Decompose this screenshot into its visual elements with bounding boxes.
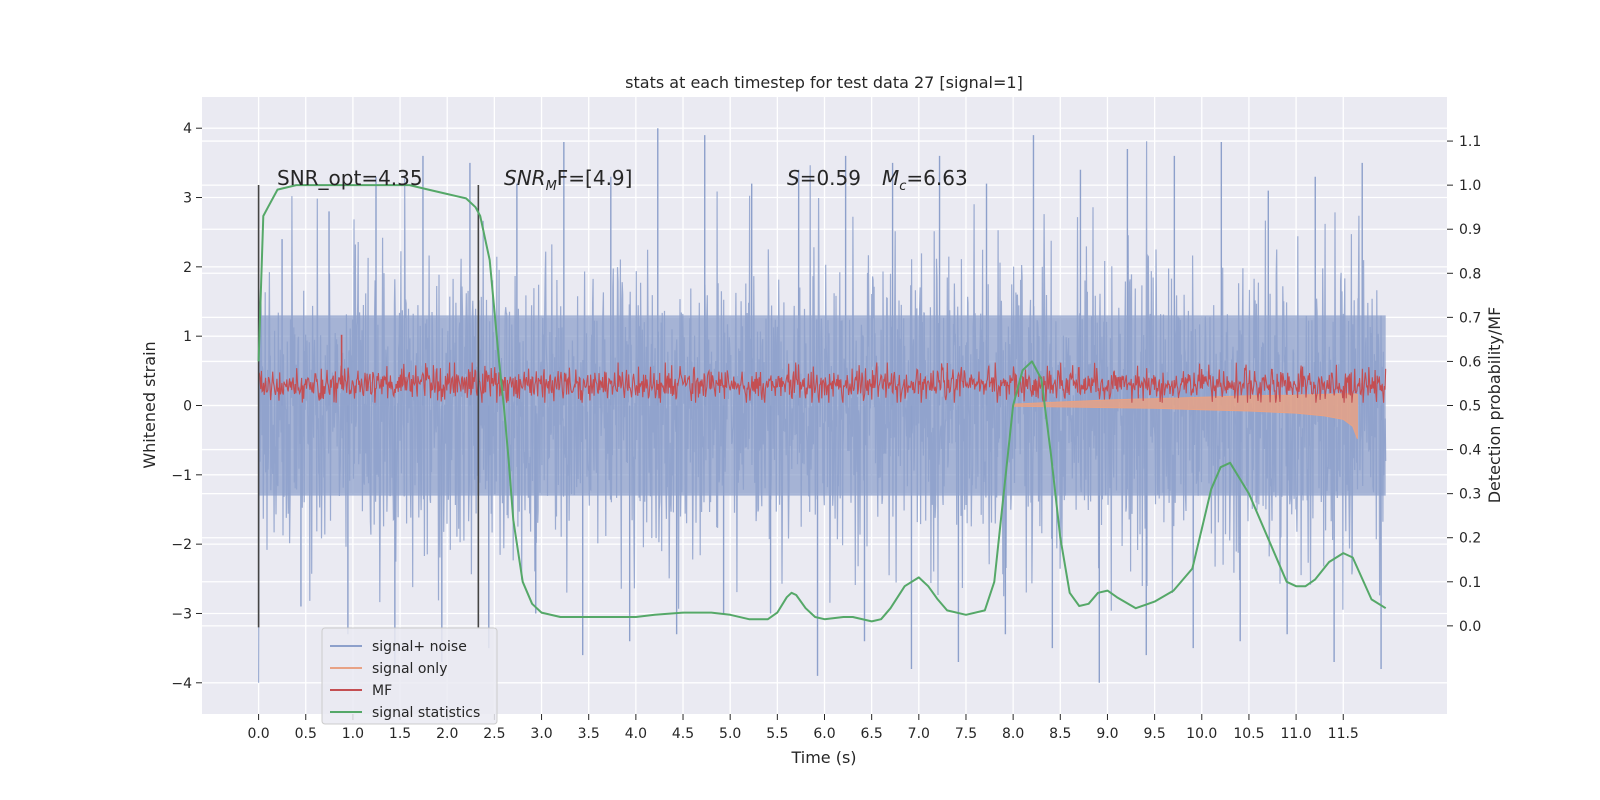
snr-mf-sub: M	[546, 179, 557, 194]
x-tick-label: 5.0	[719, 726, 741, 742]
x-tick-label: 7.0	[908, 726, 930, 742]
right-y-tick-label: 0.3	[1459, 487, 1481, 503]
x-tick-label: 10.5	[1233, 726, 1264, 742]
x-tick-label: 0.5	[295, 726, 317, 742]
x-tick-label: 5.5	[766, 726, 788, 742]
y-tick-label: 0	[183, 399, 192, 415]
annotations: SNR_opt=4.35 SNRMF=[4.9] S=0.59 Mc=6.63	[277, 166, 968, 194]
legend-label: signal only	[372, 661, 447, 677]
signal-only-series	[1012, 393, 1358, 439]
s-rest: =0.59	[800, 166, 861, 190]
x-tick-label: 4.5	[672, 726, 694, 742]
snr-mf-annotation: SNRMF=[4.9]	[504, 166, 632, 194]
signal-statistics-series	[257, 184, 1387, 623]
right-y-tick-label: 0.5	[1459, 399, 1481, 415]
right-y-tick-label: 0.6	[1459, 354, 1481, 370]
chart-title: stats at each timestep for test data 27 …	[625, 73, 1023, 92]
snr-mf-main: SNR	[504, 166, 546, 190]
mf-line	[258, 362, 1387, 403]
legend-box	[321, 627, 498, 725]
x-tick-label: 9.5	[1143, 726, 1165, 742]
x-tick-label: 11.5	[1328, 726, 1359, 742]
x-tick-label: 1.0	[342, 726, 364, 742]
x-tick-label: 3.5	[578, 726, 600, 742]
right-y-tick-label: 0.0	[1459, 619, 1481, 635]
legend-label: MF	[372, 683, 392, 699]
s-annotation: S=0.59	[787, 166, 861, 190]
right-y-tick-label: 0.4	[1459, 443, 1481, 459]
x-tick-label: 2.5	[483, 726, 505, 742]
y-tick-labels: 4 3 2 1 0 −1 −2 −3 −4	[171, 121, 202, 692]
right-y-tick-label: 0.8	[1459, 266, 1481, 282]
s-main: S	[787, 166, 800, 190]
mc-main: M	[882, 166, 899, 190]
signal-only-fill	[1012, 393, 1358, 439]
x-tick-labels: 0.0 0.5 1.0 1.5 2.0 2.5 3.0 3.5 4.0 4.5 5.0 5.5 6.0 6…	[247, 714, 1359, 742]
right-y-tick-label: 0.1	[1459, 575, 1481, 591]
legend-label: signal statistics	[372, 705, 480, 721]
x-tick-label: 3.0	[530, 726, 552, 742]
right-y-tick-label: 1.0	[1459, 178, 1481, 194]
x-tick-label: 1.5	[389, 726, 411, 742]
x-tick-label: 8.5	[1049, 726, 1071, 742]
right-y-tick-label: 0.9	[1459, 222, 1481, 238]
x-tick-label: 4.0	[625, 726, 647, 742]
vertical-markers	[257, 185, 480, 628]
x-tick-label: 0.0	[247, 726, 269, 742]
x-tick-label: 6.0	[813, 726, 835, 742]
x-tick-label: 9.0	[1096, 726, 1118, 742]
y-tick-label: 3	[183, 191, 192, 207]
y-axis-label: Whitened strain	[140, 341, 159, 468]
mc-annotation: Mc=6.63	[882, 166, 968, 194]
signal-statistics-line	[257, 184, 1387, 623]
right-y-tick-labels: 1.1 1.0 0.9 0.8 0.7 0.6 0.5 0.4 0.3 0.2 0.1 0.0	[1447, 134, 1481, 635]
mc-rest: =6.63	[906, 166, 967, 190]
x-tick-label: 7.5	[955, 726, 977, 742]
mc-sub: c	[899, 179, 906, 194]
right-y-tick-label: 1.1	[1459, 134, 1481, 150]
right-y-tick-label: 0.7	[1459, 310, 1481, 326]
snr-mf-rest: F=[4.9]	[557, 166, 633, 190]
y-tick-label: 2	[183, 260, 192, 276]
snr-opt-annotation: SNR_opt=4.35	[277, 166, 423, 190]
x-tick-label: 2.0	[436, 726, 458, 742]
y-tick-label: −4	[171, 676, 192, 692]
x-tick-label: 6.5	[861, 726, 883, 742]
right-y-tick-label: 0.2	[1459, 531, 1481, 547]
x-tick-label: 8.0	[1002, 726, 1024, 742]
y-tick-label: −1	[171, 468, 192, 484]
legend: signal+ noise signal only MF signal statist…	[321, 627, 498, 725]
mf-series	[258, 334, 1387, 403]
y-tick-label: −3	[171, 606, 192, 622]
right-y-axis-label: Detection probability/MF	[1485, 307, 1504, 504]
x-axis-label: Time (s)	[790, 748, 856, 767]
y-tick-label: 4	[183, 121, 192, 137]
y-tick-label: −2	[171, 537, 192, 553]
y-tick-label: 1	[183, 329, 192, 345]
x-tick-label: 10.0	[1186, 726, 1217, 742]
x-tick-label: 11.0	[1281, 726, 1312, 742]
legend-label: signal+ noise	[372, 639, 467, 655]
